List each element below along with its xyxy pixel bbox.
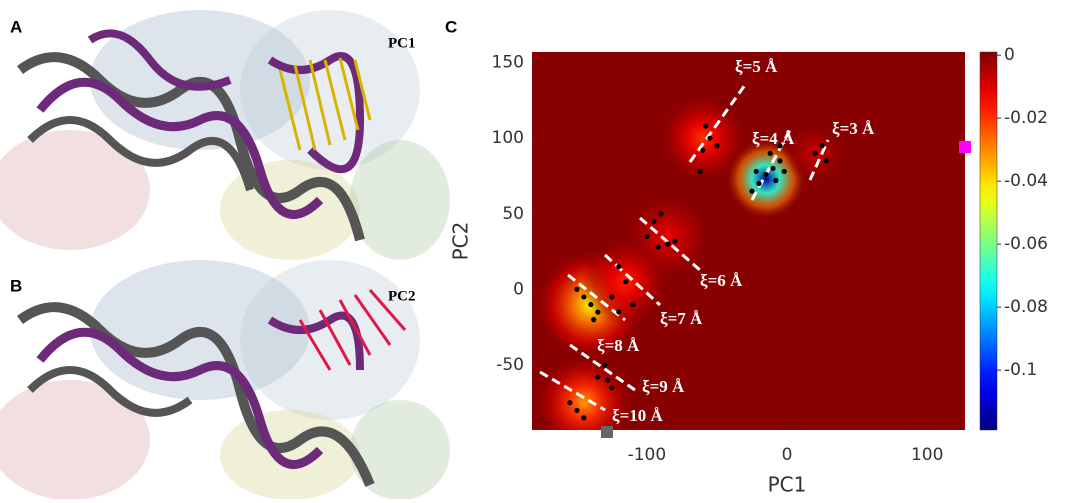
x-axis-label: PC1: [768, 473, 807, 497]
sample-point: [574, 407, 580, 413]
heatmap: [532, 52, 965, 430]
energy-basin: [534, 353, 634, 430]
sample-point: [616, 309, 622, 315]
panel-a-structure: [0, 10, 450, 260]
sample-point: [665, 241, 671, 247]
colorbar-tick-label: 0: [1004, 45, 1015, 65]
panel-label: C: [445, 17, 457, 36]
sample-point: [714, 143, 720, 149]
sample-point: [749, 188, 755, 194]
sample-point: [767, 150, 773, 156]
sample-point: [753, 168, 759, 175]
sample-point: [605, 377, 611, 383]
annotation: ξ=10 Å: [612, 406, 664, 425]
y-tick-label: 0: [513, 279, 524, 299]
sample-point: [770, 165, 776, 172]
annotation: ξ=7 Å: [660, 309, 703, 328]
sample-point: [616, 264, 622, 270]
sample-point: [700, 147, 706, 153]
sample-point: [756, 180, 762, 187]
annotation: ξ=4 Å: [752, 129, 795, 148]
sample-point: [763, 171, 769, 178]
start-marker: [601, 426, 613, 438]
end-marker: [959, 141, 971, 153]
y-axis-label: PC2: [449, 222, 473, 261]
y-tick-label: 150: [492, 53, 524, 73]
y-tick-label: 100: [492, 128, 524, 148]
x-tick-label: 0: [782, 445, 793, 465]
energy-basin: [658, 93, 748, 184]
sample-point: [777, 158, 783, 164]
panel-b-structure: [0, 260, 450, 500]
colorbar-tick-label: -0.1: [1004, 360, 1037, 380]
annotation: ξ=9 Å: [642, 377, 685, 396]
panel-label: A: [10, 17, 22, 36]
sample-point: [703, 123, 709, 129]
sample-point: [609, 385, 615, 391]
colorbar: [979, 51, 998, 431]
sample-point: [595, 309, 601, 315]
sample-point: [819, 143, 825, 149]
sample-point: [777, 143, 783, 149]
y-tick-label: -50: [496, 355, 524, 375]
sample-point: [697, 168, 703, 175]
sample-point: [574, 286, 580, 292]
pc-label: PC2: [388, 288, 416, 304]
x-tick-label: 100: [911, 445, 943, 465]
y-tick-label: 50: [502, 204, 524, 224]
sample-point: [595, 374, 601, 380]
reaction-coordinates: [539, 84, 830, 412]
colorbar-tick-label: -0.08: [1004, 297, 1048, 317]
sample-point: [773, 177, 779, 184]
sample-point: [823, 158, 829, 164]
sample-point: [658, 211, 664, 217]
sample-point: [567, 400, 573, 406]
sample-point: [630, 301, 636, 308]
sample-point: [581, 294, 587, 300]
sample-point: [672, 238, 678, 244]
annotation: ξ=6 Å: [700, 271, 743, 290]
panel-label: B: [10, 276, 22, 295]
x-tick-label: -100: [628, 445, 667, 465]
sample-point: [591, 317, 597, 323]
sample-point: [623, 279, 629, 285]
sample-point: [581, 415, 587, 421]
sample-point: [602, 362, 608, 368]
colorbar-tick-label: -0.06: [1004, 234, 1048, 254]
colorbar-tick-label: -0.04: [1004, 171, 1048, 191]
annotation: ξ=5 Å: [735, 57, 778, 76]
sample-point: [781, 168, 787, 175]
sample-point: [812, 150, 818, 156]
sample-point: [655, 244, 661, 250]
pc-label: PC1: [388, 35, 416, 51]
annotation: ξ=8 Å: [597, 336, 640, 355]
sample-point: [588, 301, 594, 308]
sample-point: [644, 233, 650, 240]
sample-point: [609, 294, 615, 300]
colorbar-tick-label: -0.02: [1004, 108, 1048, 128]
sample-point: [651, 218, 657, 224]
sample-point: [707, 135, 713, 141]
annotation: ξ=3 Å: [832, 119, 875, 138]
